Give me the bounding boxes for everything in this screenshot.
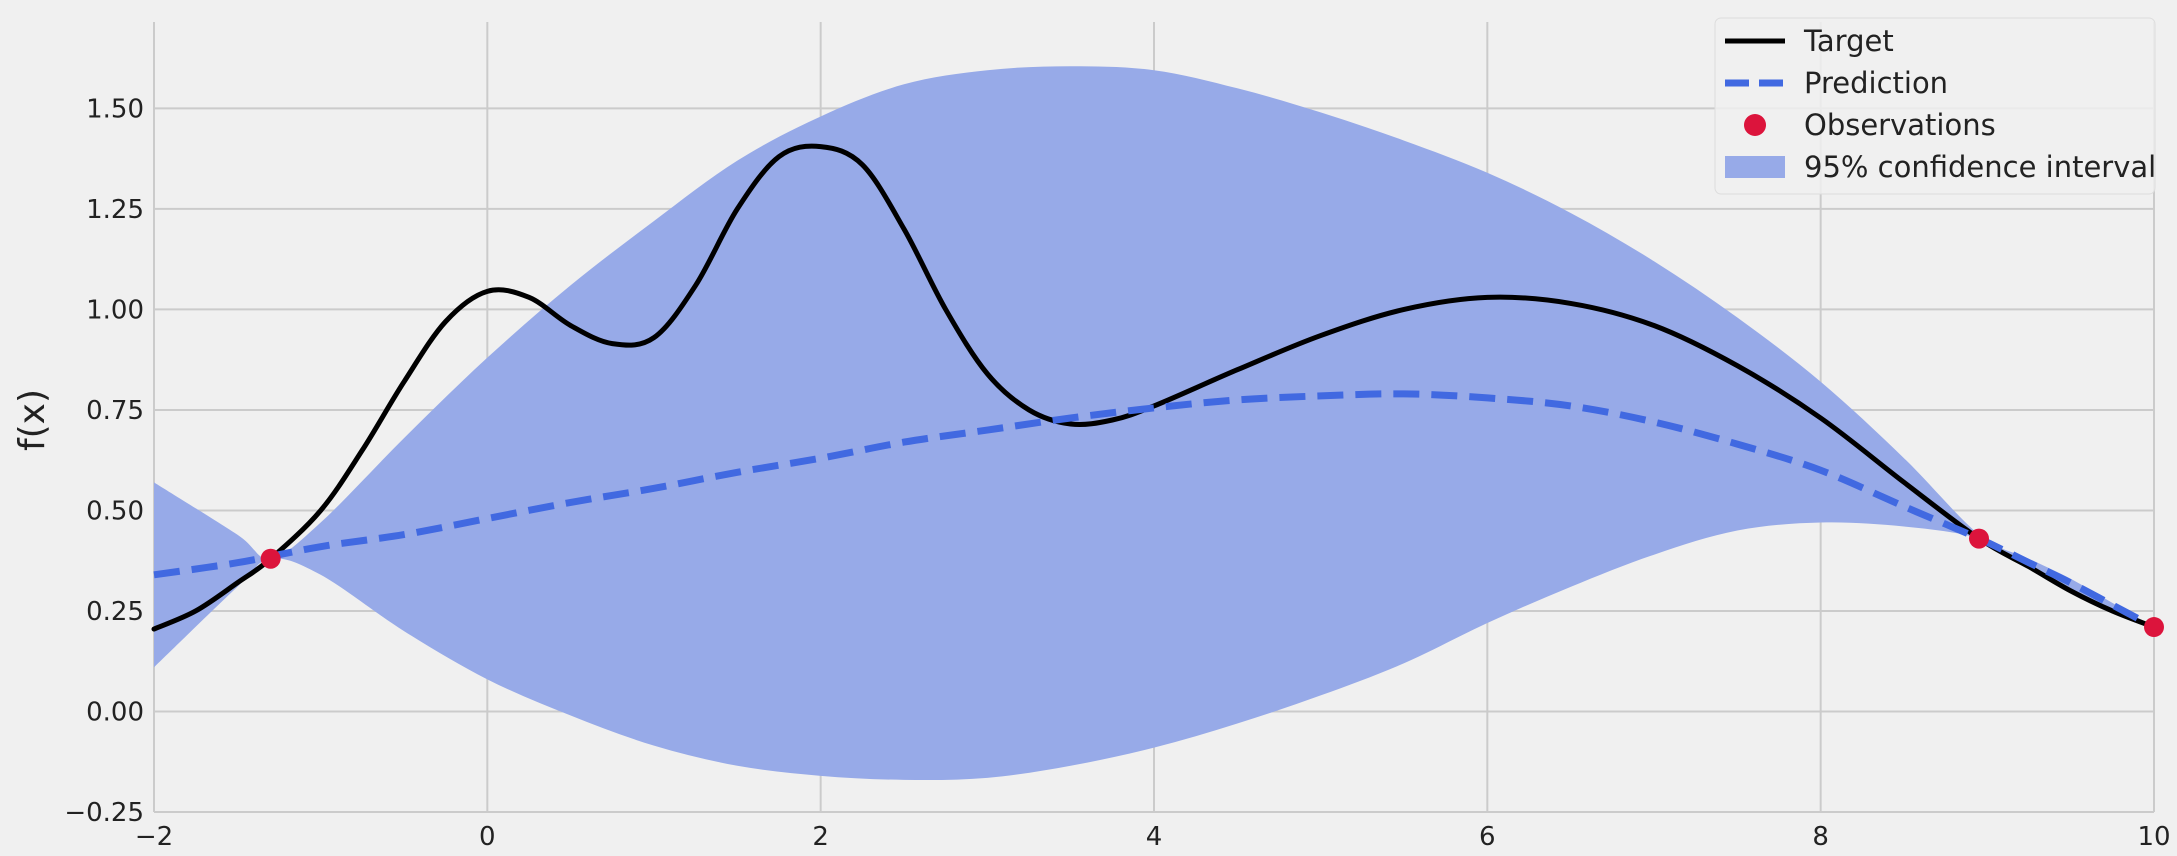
observation-point: [2144, 617, 2164, 638]
marker-layer: [260, 528, 2164, 638]
legend-observations-swatch: [1744, 114, 1766, 136]
tick-label-layer: −2 0 2 4 6 8 10 −0.25 0.00 0.25 0.50 0.75 1.00 1.25 1.…: [64, 94, 2170, 852]
y-tick-label: 1.00: [86, 295, 144, 325]
x-tick-label: 6: [1479, 822, 1496, 852]
x-tick-label: 2: [812, 822, 829, 852]
y-tick-label: 1.50: [86, 94, 144, 124]
legend-box: [1714, 17, 2156, 195]
x-tick-label: 8: [1812, 822, 1829, 852]
y-tick-label: 0.50: [86, 496, 144, 526]
y-tick-label: 0.75: [86, 396, 144, 426]
legend-prediction-label: Prediction: [1804, 66, 1948, 100]
legend-confidence-label: 95% confidence interval: [1804, 150, 2156, 184]
target-line: [151, 143, 2157, 632]
legend-confidence-swatch: [1725, 156, 1785, 178]
x-tick-label: 10: [2137, 822, 2170, 852]
prediction-line: [153, 390, 2156, 631]
line-layer: [151, 143, 2157, 632]
observation-point: [260, 548, 281, 569]
legend-observations-label: Observations: [1804, 108, 1996, 142]
y-tick-label: 0.25: [86, 597, 144, 627]
x-tick-label: 0: [479, 822, 496, 852]
x-tick-label: 4: [1146, 822, 1163, 852]
y-axis-label: f(x): [12, 389, 53, 451]
y-tick-label: 1.25: [86, 195, 144, 225]
legend: Target Prediction Observations 95% confi…: [1714, 17, 2156, 195]
observation-point: [1969, 528, 1989, 549]
legend-target-label: Target: [1803, 24, 1894, 58]
confidence-band: [154, 66, 2154, 780]
y-tick-label: 0.00: [86, 697, 144, 727]
x-tick-label: −2: [135, 822, 173, 852]
y-tick-label: −0.25: [64, 798, 144, 828]
confidence-band-layer: [154, 66, 2154, 780]
